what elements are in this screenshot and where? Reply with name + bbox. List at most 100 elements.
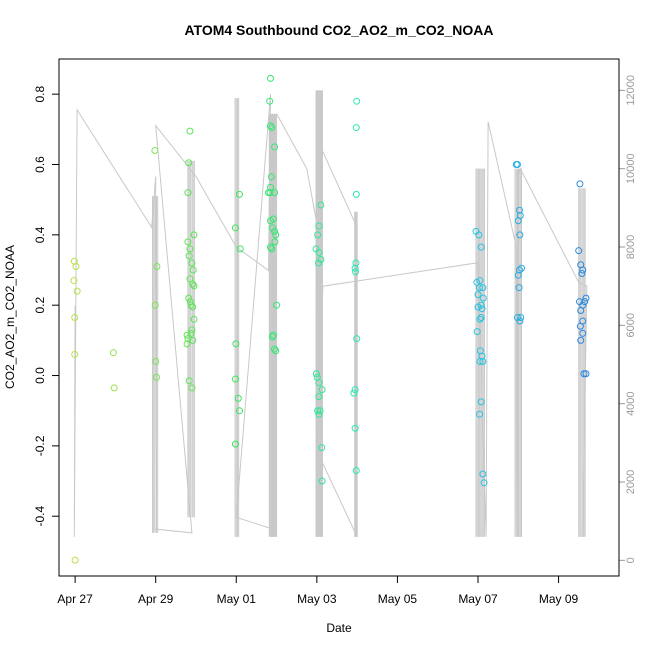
data-point-71 — [315, 222, 323, 230]
y2-tick-label-6: 12000 — [625, 75, 637, 106]
plot-area: Apr 27 Apr 29 May 01 May 03 May 05 May 07 May … — [33, 74, 637, 606]
x-tick-label-2: May 01 — [217, 592, 257, 606]
data-point-6 — [71, 556, 79, 564]
data-point-11 — [151, 301, 159, 309]
data-point-36 — [185, 377, 193, 385]
y-axis-label: CO2_AO2_m_CO2_NOAA — [3, 245, 17, 389]
data-point-108 — [474, 303, 482, 311]
data-point-46 — [231, 440, 239, 448]
data-point-4 — [71, 314, 79, 321]
data-point-69 — [272, 347, 280, 355]
data-point-97 — [352, 466, 360, 474]
data-point-103 — [476, 284, 484, 292]
y2-tick-label-0: 0 — [625, 557, 637, 563]
data-point-62 — [271, 238, 279, 246]
data-point-15 — [185, 159, 193, 167]
data-point-89 — [352, 190, 360, 198]
data-point-111 — [476, 315, 484, 323]
data-point-37 — [188, 384, 196, 392]
data-point-75 — [317, 255, 325, 263]
data-point-52 — [267, 173, 275, 181]
data-point-127 — [515, 266, 523, 274]
data-point-125 — [515, 206, 523, 214]
y2-tick-label-3: 6000 — [625, 313, 637, 337]
data-point-13 — [152, 373, 160, 381]
data-point-105 — [474, 291, 482, 299]
x-tick-label-3: May 03 — [297, 592, 337, 606]
data-point-142 — [581, 298, 589, 306]
data-point-117 — [477, 398, 485, 406]
data-point-83 — [314, 407, 322, 415]
data-point-77 — [312, 370, 320, 378]
data-point-48 — [266, 97, 274, 105]
data-point-50 — [268, 124, 276, 132]
plot-frame — [58, 58, 620, 577]
data-point-19 — [185, 252, 193, 260]
data-point-128 — [518, 264, 526, 272]
x-tick-label-0: Apr 27 — [57, 592, 93, 606]
data-point-56 — [271, 189, 279, 197]
data-point-42 — [232, 340, 240, 348]
data-point-140 — [582, 294, 590, 302]
data-point-38 — [190, 231, 198, 239]
data-point-5 — [71, 350, 79, 358]
data-point-112 — [473, 328, 481, 336]
data-point-93 — [353, 335, 361, 343]
data-point-131 — [513, 314, 521, 321]
x-tick-label-1: Apr 29 — [138, 592, 174, 606]
data-point-35 — [183, 340, 191, 348]
data-point-95 — [350, 389, 358, 397]
data-point-31 — [187, 329, 195, 337]
data-point-34 — [189, 336, 197, 344]
data-point-85 — [318, 444, 326, 452]
data-point-12 — [152, 357, 160, 365]
y-tick-label-5: 0.6 — [33, 156, 47, 173]
data-point-1 — [72, 263, 80, 271]
data-point-68 — [271, 345, 279, 353]
data-point-9 — [151, 146, 159, 154]
data-point-87 — [353, 97, 361, 105]
data-point-81 — [315, 393, 323, 401]
data-point-145 — [576, 322, 584, 330]
data-point-16 — [184, 189, 192, 197]
data-point-118 — [476, 410, 484, 418]
data-point-43 — [231, 375, 239, 383]
data-point-147 — [577, 336, 585, 344]
chart-title: ATOM4 Southbound CO2_AO2_m_CO2_NOAA — [184, 22, 493, 38]
data-point-109 — [478, 305, 486, 313]
data-point-47 — [267, 74, 275, 82]
data-point-39 — [235, 190, 243, 198]
data-point-122 — [513, 161, 521, 169]
data-point-67 — [269, 333, 277, 341]
data-point-120 — [480, 479, 488, 487]
data-point-106 — [479, 294, 487, 302]
y2-tick-label-2: 4000 — [625, 391, 637, 415]
data-point-72 — [314, 231, 322, 239]
data-point-133 — [516, 317, 524, 325]
data-point-41 — [236, 245, 244, 253]
data-point-55 — [266, 189, 274, 197]
data-point-143 — [577, 306, 585, 314]
data-point-64 — [268, 245, 276, 253]
data-point-33 — [184, 335, 192, 343]
data-point-96 — [351, 424, 359, 432]
data-point-23 — [189, 280, 197, 288]
data-point-58 — [269, 215, 277, 223]
y2-tick-label-5: 10000 — [625, 153, 637, 184]
x-tick-label-5: May 07 — [458, 592, 498, 606]
data-point-10 — [153, 263, 161, 271]
data-point-99 — [475, 231, 483, 239]
data-point-17 — [184, 238, 192, 246]
x-axis-label: Date — [326, 621, 352, 635]
data-point-124 — [514, 217, 522, 225]
data-point-88 — [352, 124, 360, 132]
y-tick-label-0: -0.4 — [33, 506, 47, 527]
data-point-94 — [351, 386, 359, 394]
data-point-135 — [575, 247, 583, 255]
secondary-line — [73, 94, 588, 538]
data-point-110 — [477, 314, 485, 321]
y2-tick-label-4: 8000 — [625, 235, 637, 259]
data-point-76 — [314, 259, 322, 267]
y-tick-label-6: 0.8 — [33, 86, 47, 103]
data-point-60 — [271, 227, 279, 235]
